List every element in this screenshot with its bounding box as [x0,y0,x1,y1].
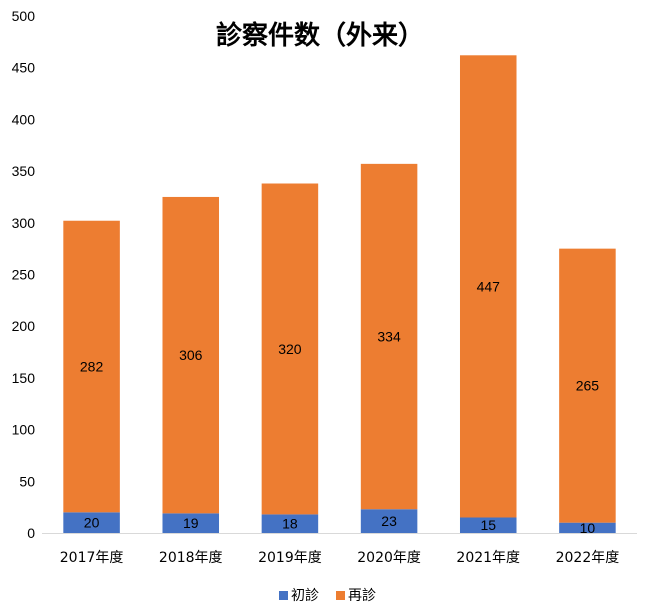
y-tick-label: 250 [12,267,36,283]
bar-revisit [63,220,120,513]
bar-revisit [459,55,517,518]
x-tick-label: 2017年度 [60,550,124,566]
y-tick-label: 100 [12,422,36,438]
y-tick-label: 400 [12,111,36,127]
data-label: 282 [80,359,104,375]
data-label: 334 [377,329,401,345]
x-tick-label: 2022年度 [556,550,620,566]
x-tick-label: 2021年度 [456,550,520,566]
data-label: 10 [580,520,596,536]
bar-revisit [261,183,319,515]
legend-swatch [279,591,288,600]
legend-label: 初診 [291,587,319,604]
x-tick-label: 2019年度 [258,550,322,566]
data-label: 306 [179,347,203,363]
y-tick-label: 200 [12,318,36,334]
bar-first-visit [261,514,319,533]
bar-first-visit [360,509,418,533]
data-label: 19 [183,515,199,531]
y-tick-label: 300 [12,215,36,231]
x-tick-label: 2018年度 [159,550,223,566]
data-label: 18 [282,516,298,532]
y-tick-label: 50 [19,473,35,489]
y-tick-label: 500 [12,8,36,24]
bar-first-visit [559,522,616,533]
legend: 初診 再診 [279,587,376,604]
y-tick-label: 150 [12,370,36,386]
x-tick-label: 2020年度 [357,550,421,566]
bar-revisit [559,248,616,523]
chart-title: 診察件数（外来） [216,20,424,51]
y-tick-label: 0 [27,525,35,541]
y-axis: 0 50 100 150 200 250 300 350 400 450 500 [12,8,36,541]
data-label: 15 [480,517,496,533]
x-axis: 2017年度 2018年度 2019年度 2020年度 2021年度 2022年度 [42,533,637,566]
y-tick-label: 350 [12,163,36,179]
bar-first-visit [63,512,120,533]
legend-swatch [336,591,345,600]
data-label: 265 [576,378,600,394]
bar-revisit [360,163,418,510]
data-label: 23 [381,513,397,529]
y-tick-label: 450 [12,60,36,76]
bar-first-visit [162,513,220,533]
data-label: 447 [477,278,501,294]
bar-first-visit [459,517,517,533]
bars-group: 20 282 19 306 18 320 23 334 15 447 10 265 [63,55,616,536]
legend-label: 再診 [348,588,376,604]
bar-revisit [162,196,220,514]
data-label: 320 [278,341,302,357]
data-label: 20 [84,515,100,531]
